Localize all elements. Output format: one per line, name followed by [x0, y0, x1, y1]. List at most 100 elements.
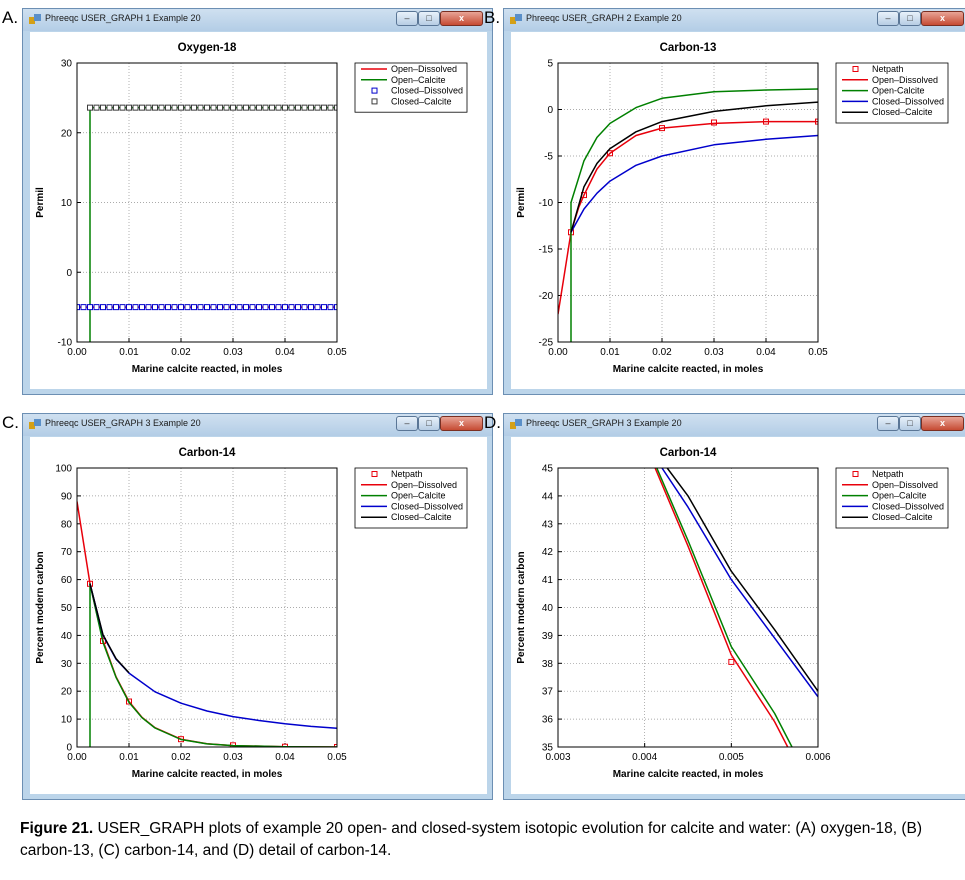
legend-label: Closed–Dissolved [872, 96, 944, 106]
y-tick-label: 36 [542, 715, 554, 726]
data-point-closed-calcite [249, 104, 256, 111]
minimize-button[interactable]: – [877, 11, 899, 26]
data-point-closed-dissolved [100, 304, 106, 311]
maximize-button[interactable]: □ [418, 11, 440, 26]
legend-label: Netpath [391, 469, 423, 479]
series-line-closed-dissolved [661, 468, 818, 698]
legend-label: Open–Calcite [872, 491, 927, 501]
x-axis-label: Marine calcite reacted, in moles [613, 769, 764, 780]
x-tick-label: 0.01 [600, 347, 620, 358]
panel-letter-b: B. [484, 8, 501, 27]
data-point-closed-calcite [184, 104, 191, 111]
minimize-button[interactable]: – [396, 11, 418, 26]
title-bar[interactable]: Phreeqc USER_GRAPH 2 Example 20 – □ x [504, 9, 965, 31]
data-point-closed-calcite [256, 104, 262, 111]
series-line-closed-dissolved [570, 134, 818, 233]
app-icon [510, 14, 522, 24]
chart-title: Carbon-14 [660, 447, 717, 459]
data-point-closed-calcite [262, 104, 269, 111]
legend-label: Closed–Calcite [391, 96, 452, 106]
data-point-closed-calcite [178, 104, 184, 111]
data-point-closed-calcite [139, 104, 145, 111]
data-point-closed-dissolved [132, 304, 139, 311]
data-point-closed-calcite [113, 104, 119, 111]
maximize-button[interactable]: □ [899, 416, 921, 431]
data-point-closed-dissolved [204, 304, 210, 311]
data-point-closed-dissolved [256, 304, 262, 311]
y-tick-label: 30 [61, 659, 73, 670]
data-point-closed-dissolved [249, 304, 256, 311]
minimize-button[interactable]: – [877, 416, 899, 431]
title-bar[interactable]: Phreeqc USER_GRAPH 3 Example 20 – □ x [504, 414, 965, 436]
panel-letter-d: D. [484, 413, 501, 432]
plot-frame [76, 467, 338, 748]
series-line-open-calcite [656, 468, 793, 747]
close-button[interactable]: x [440, 416, 483, 431]
data-point-closed-calcite [217, 104, 223, 111]
x-tick-label: 0.02 [171, 347, 191, 358]
legend-label: Closed–Calcite [872, 512, 933, 522]
window-title: Phreeqc USER_GRAPH 3 Example 20 [45, 418, 201, 428]
legend-box [354, 467, 468, 529]
series-line-open-dissolved [654, 468, 789, 747]
chart-title: Carbon-13 [660, 42, 717, 54]
legend-label: Closed–Dissolved [391, 501, 463, 511]
y-tick-label: -10 [539, 198, 554, 209]
series-line-open-calcite [89, 583, 337, 747]
data-point-closed-dissolved [87, 304, 93, 311]
legend-label: Closed–Calcite [872, 107, 933, 117]
x-tick-label: 0.05 [808, 347, 828, 358]
data-point-closed-dissolved [230, 304, 236, 311]
chart-svg: Carbon-14 Marine calcite reacted, in mole… [516, 447, 949, 780]
y-tick-label: 40 [61, 631, 73, 642]
data-point-closed-calcite [171, 104, 178, 111]
x-tick-label: 0.005 [719, 752, 744, 763]
chart-svg: Carbon-13 Marine calcite reacted, in mole… [516, 42, 949, 375]
y-tick-label: -5 [544, 152, 553, 163]
data-point-closed-calcite [301, 104, 308, 111]
y-tick-label: 37 [542, 687, 554, 698]
legend-label: Open-Calcite [872, 86, 925, 96]
legend-marker [371, 87, 378, 94]
data-point-closed-dissolved [119, 304, 126, 311]
data-point-closed-calcite [334, 104, 337, 111]
maximize-button[interactable]: □ [418, 416, 440, 431]
series-group [654, 468, 818, 747]
data-point-closed-dissolved [314, 304, 321, 311]
y-tick-label: -10 [58, 338, 73, 349]
y-tick-label: 41 [542, 575, 554, 586]
data-point-closed-calcite [132, 104, 139, 111]
legend-marker [371, 98, 378, 105]
chart-area: Carbon-14 Marine calcite reacted, in mole… [30, 437, 487, 794]
y-axis-label: Percent modern carbon [516, 551, 527, 663]
data-point-closed-calcite [106, 104, 113, 111]
close-button[interactable]: x [440, 11, 483, 26]
title-bar[interactable]: Phreeqc USER_GRAPH 1 Example 20 – □ x [23, 9, 492, 31]
chart-svg: Carbon-14 Marine calcite reacted, in mole… [35, 447, 468, 780]
caption-label: Figure 21. [20, 820, 94, 837]
panel-letter-c: C. [2, 413, 19, 432]
y-tick-label: 80 [61, 519, 73, 530]
minimize-button[interactable]: – [396, 416, 418, 431]
plot-frame [76, 62, 338, 343]
y-tick-label: 43 [542, 519, 554, 530]
data-point-closed-dissolved [106, 304, 113, 311]
y-tick-label: 10 [61, 198, 73, 209]
legend-label: Open–Dissolved [391, 480, 457, 490]
title-bar[interactable]: Phreeqc USER_GRAPH 3 Example 20 – □ x [23, 414, 492, 436]
data-point-closed-dissolved [191, 304, 197, 311]
window-title: Phreeqc USER_GRAPH 1 Example 20 [45, 13, 201, 23]
data-point-closed-dissolved [308, 304, 314, 311]
close-button[interactable]: x [921, 11, 964, 26]
y-tick-label: 70 [61, 547, 73, 558]
data-point-closed-calcite [119, 104, 126, 111]
x-axis-label: Marine calcite reacted, in moles [613, 364, 764, 375]
x-axis-label: Marine calcite reacted, in moles [132, 769, 283, 780]
y-tick-label: 0 [66, 743, 72, 754]
maximize-button[interactable]: □ [899, 11, 921, 26]
data-point-closed-dissolved [145, 304, 152, 311]
data-point-closed-dissolved [93, 304, 100, 311]
series-line-open-calcite [570, 88, 818, 342]
close-button[interactable]: x [921, 416, 964, 431]
